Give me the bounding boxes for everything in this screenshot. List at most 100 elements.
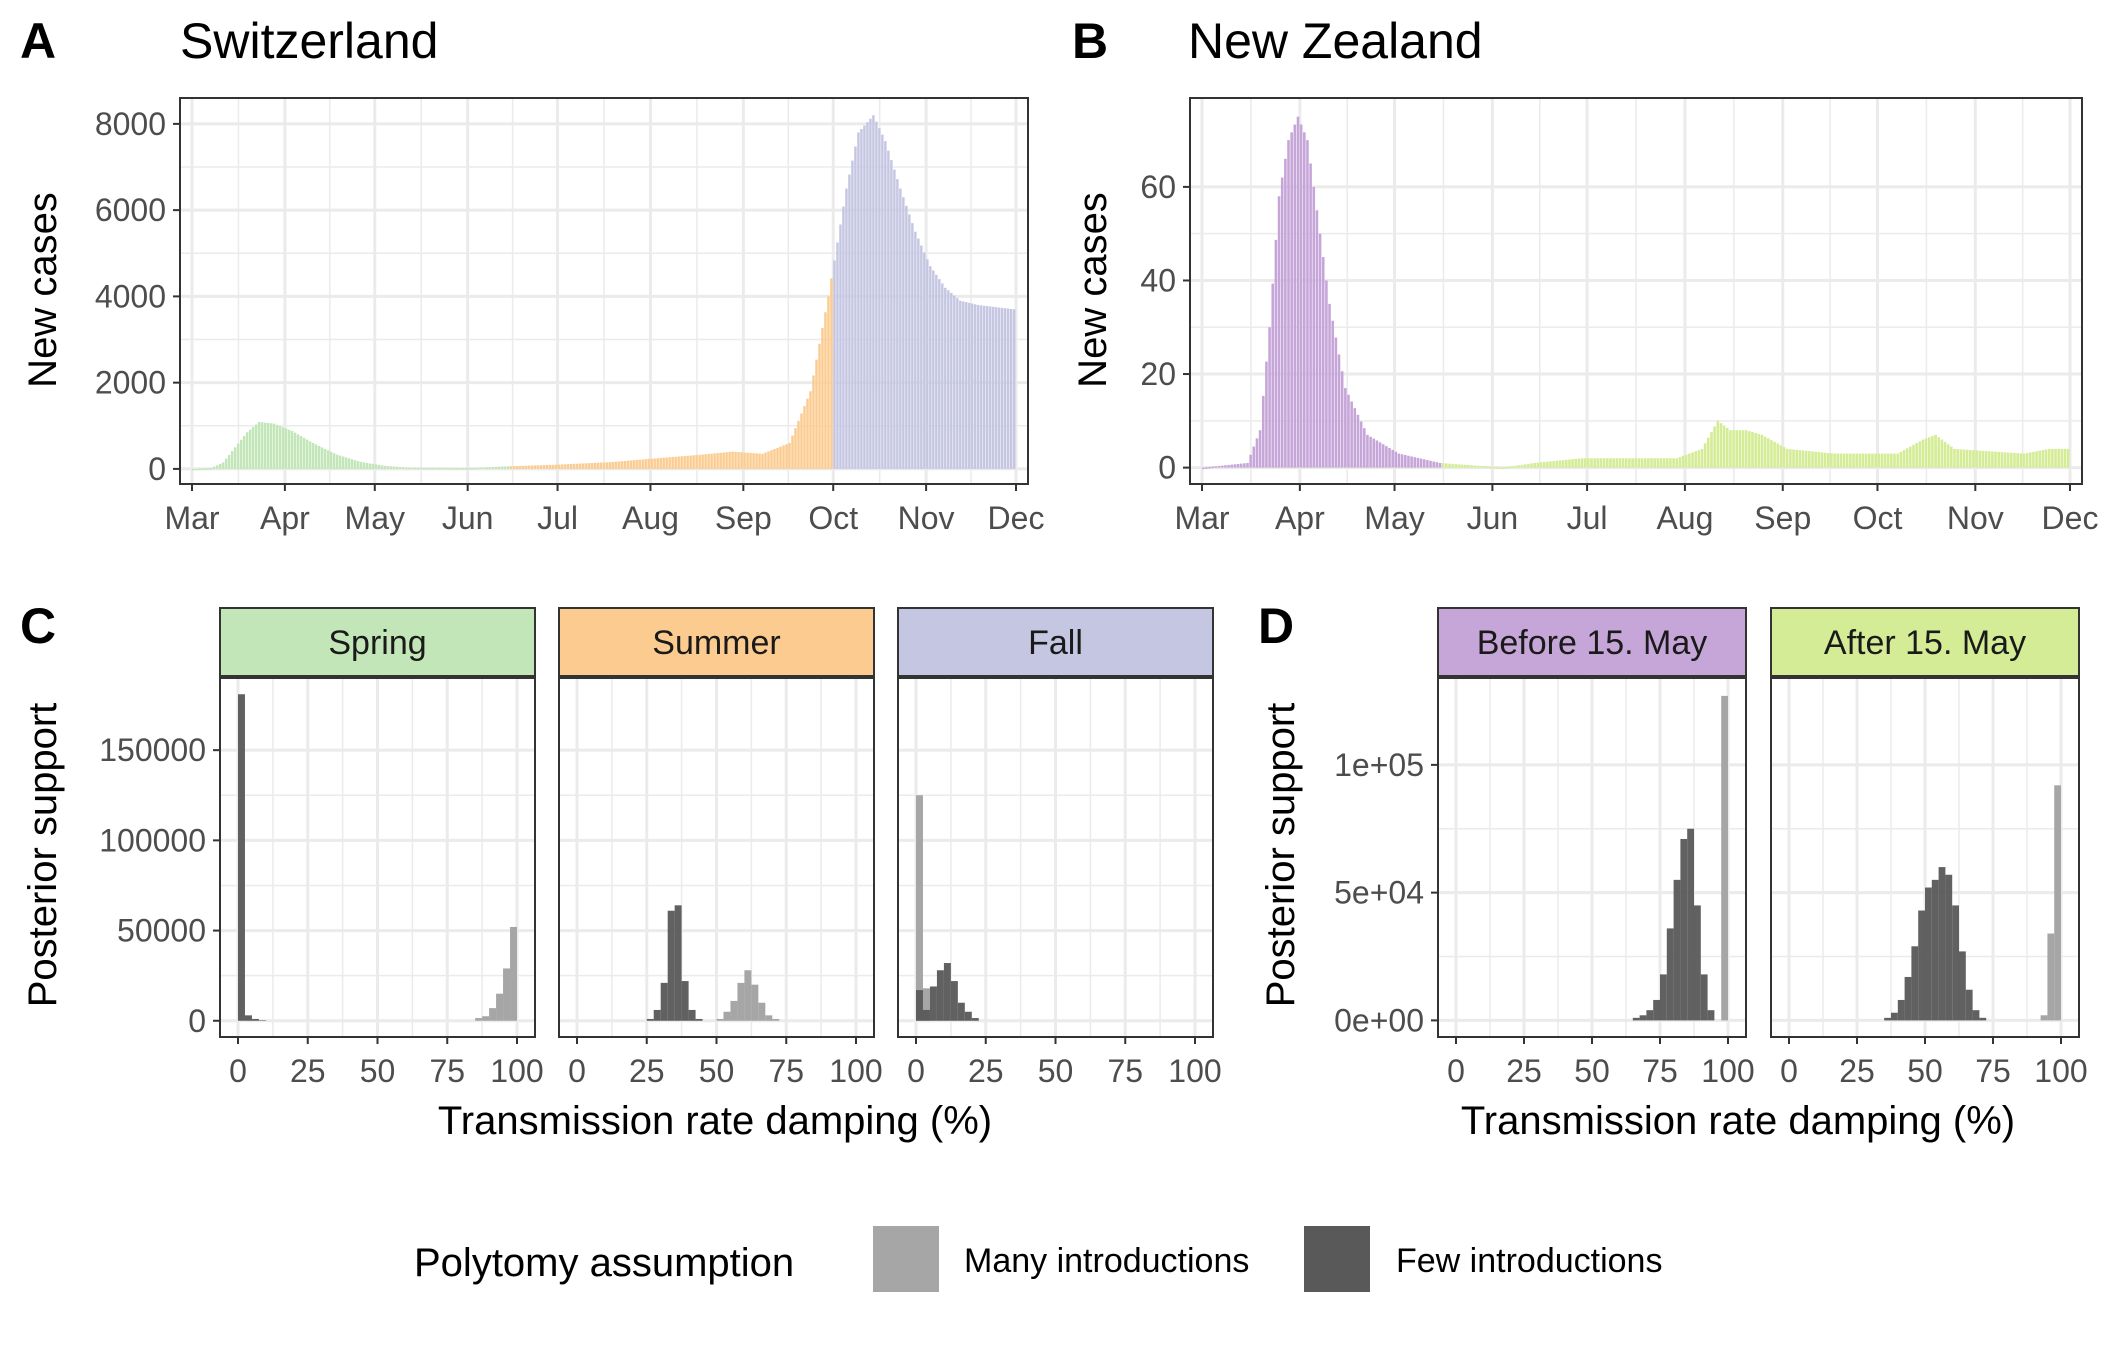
panel-d-ylabel: Posterior support [1259, 703, 1303, 1008]
daily-bar [1467, 465, 1470, 468]
daily-bar [410, 467, 414, 470]
histogram-series [916, 795, 930, 1021]
daily-bar [599, 462, 602, 469]
histogram-bar [1965, 989, 1973, 1021]
legend: Polytomy assumption Many introductions F… [414, 1226, 1662, 1292]
daily-bar [1946, 444, 1950, 468]
daily-bar [1328, 303, 1331, 468]
daily-bar [980, 305, 983, 469]
daily-bar [833, 260, 836, 469]
histogram-bar [1972, 1010, 1980, 1021]
daily-bar [1350, 401, 1353, 468]
daily-bar [509, 466, 513, 469]
daily-bar [1729, 430, 1732, 468]
daily-bar [794, 428, 797, 469]
daily-bar [242, 436, 246, 469]
histogram-bar [751, 984, 759, 1021]
daily-bar [341, 456, 345, 469]
daily-bar [455, 467, 459, 470]
facet-fall: Fall 0 25 50 75 100 [897, 607, 1222, 1089]
daily-bar [2019, 453, 2023, 468]
daily-bar [440, 467, 444, 470]
histogram-series [916, 963, 979, 1021]
daily-bar [1007, 308, 1010, 469]
daily-bar [968, 302, 971, 469]
daily-bar [1738, 430, 1742, 468]
x-tick-label: 50 [1574, 1053, 1610, 1089]
daily-bar [2010, 452, 2013, 468]
histogram-bar [1653, 999, 1660, 1021]
daily-bar [1653, 458, 1656, 468]
daily-bar [1214, 466, 1218, 468]
histogram-bar [674, 905, 682, 1021]
daily-bar [857, 132, 860, 469]
daily-bar [1921, 439, 1925, 468]
daily-bar [581, 463, 584, 469]
daily-bar [437, 467, 441, 470]
daily-bar [2041, 450, 2045, 468]
daily-bar [1785, 448, 1789, 468]
daily-bar [1555, 460, 1559, 468]
daily-bar [1492, 466, 1495, 469]
daily-bar [851, 160, 854, 469]
daily-bar [1546, 461, 1549, 468]
daily-bar [290, 430, 294, 469]
daily-bar [653, 458, 656, 469]
daily-bar [1628, 458, 1631, 468]
daily-bar [1621, 458, 1625, 468]
daily-bar [1353, 408, 1357, 468]
daily-bar [1306, 140, 1309, 468]
daily-bar [1991, 451, 1994, 468]
daily-bar [1571, 459, 1574, 468]
daily-bar [590, 463, 593, 469]
daily-bar [1665, 458, 1669, 468]
histogram-bar [1884, 1017, 1891, 1021]
daily-bar [233, 447, 237, 469]
daily-bar [1968, 449, 1972, 468]
histogram-bar [1673, 879, 1681, 1021]
daily-bar [323, 448, 327, 469]
panel-c-ylabel: Posterior support [21, 703, 65, 1008]
daily-bar [1912, 444, 1915, 468]
histogram-bar [916, 990, 923, 1021]
daily-bar [1470, 465, 1473, 468]
daily-bar [506, 466, 510, 469]
daily-bar [530, 465, 534, 469]
x-tick-label: Mar [1174, 500, 1229, 536]
daily-bar [797, 420, 800, 469]
daily-bar [563, 464, 567, 469]
daily-bar [812, 375, 815, 469]
histogram-series [1721, 695, 1728, 1021]
daily-bar [1530, 463, 1533, 468]
daily-bar [389, 466, 393, 469]
daily-bar [221, 462, 225, 469]
daily-bar [953, 295, 956, 469]
daily-bar [1397, 453, 1401, 468]
daily-bar [1899, 451, 1903, 468]
daily-bar [1268, 327, 1271, 468]
panel-b-new-zealand: 0 20 40 60 Mar Apr May Jun Jul Aug Sep Oct Nov Dec [1140, 97, 2098, 536]
daily-bar [1984, 451, 1988, 468]
daily-bar [1659, 458, 1663, 468]
daily-bar [1527, 463, 1530, 468]
daily-bar [1905, 448, 1909, 468]
histogram-bar [950, 981, 958, 1021]
histogram-bar [1952, 905, 1959, 1021]
daily-bar [248, 429, 252, 469]
daily-bar [749, 452, 752, 469]
daily-bar [923, 252, 926, 469]
daily-bar [1624, 458, 1628, 468]
daily-bar [620, 461, 623, 469]
daily-bar [1426, 460, 1429, 468]
daily-bar [770, 450, 773, 469]
daily-bar [1489, 466, 1492, 469]
facet-strip [1437, 607, 1747, 677]
daily-bar [629, 460, 632, 469]
daily-bar [989, 306, 992, 469]
histogram-bar [765, 1015, 773, 1021]
daily-bar [356, 461, 360, 469]
daily-bar [2013, 452, 2016, 468]
daily-bar [1274, 239, 1278, 468]
x-tick-label: 100 [1701, 1053, 1754, 1089]
daily-bar [1410, 456, 1413, 468]
